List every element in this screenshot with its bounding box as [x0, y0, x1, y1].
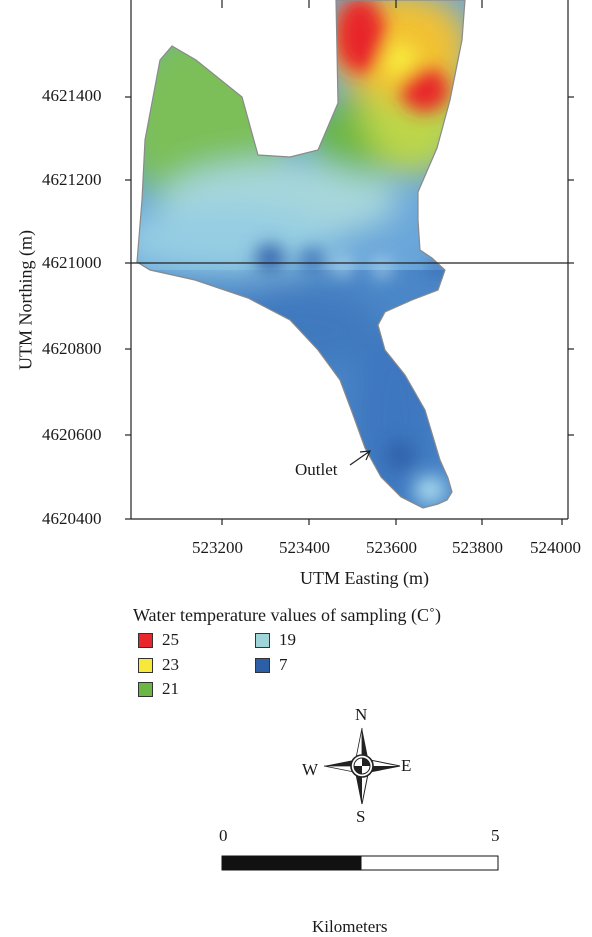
compass-rose [323, 727, 401, 805]
y-tick-label: 4620400 [42, 509, 102, 528]
lake-boundary [136, 0, 466, 509]
legend-title: Water temperature values of sampling (C˚… [133, 605, 441, 625]
scale-end-label: 5 [491, 826, 500, 845]
x-tick-label: 523800 [452, 538, 503, 557]
x-tick-label: 524000 [530, 538, 581, 557]
legend-swatch [255, 658, 270, 673]
legend-value: 23 [162, 655, 179, 674]
y-tick-label: 4621400 [42, 86, 102, 105]
y-tick-label: 4621000 [42, 253, 102, 272]
legend-swatch [138, 633, 153, 648]
y-axis-title: UTM Northing (m) [15, 230, 36, 370]
legend-value: 7 [279, 655, 288, 674]
legend-swatch [138, 682, 153, 697]
compass-north-label: N [355, 705, 368, 724]
scale-unit-label: Kilometers [312, 917, 388, 936]
x-tick-label: 523400 [279, 538, 330, 557]
compass-west-label: W [302, 760, 319, 779]
scale-start-label: 0 [219, 826, 228, 845]
legend-swatch [138, 658, 153, 673]
x-axis-title: UTM Easting (m) [300, 568, 429, 588]
legend-value: 19 [279, 630, 296, 649]
outlet-arrow [349, 450, 371, 466]
scale-bar [221, 855, 499, 871]
y-tick-label: 4621200 [42, 170, 102, 189]
compass-south-label: S [356, 807, 366, 826]
temperature-surface [137, 0, 465, 508]
legend-value: 21 [162, 679, 179, 698]
y-tick-label: 4620600 [42, 425, 102, 444]
legend-swatch [255, 633, 270, 648]
axis-frame [125, 0, 574, 525]
y-tick-label: 4620800 [42, 339, 102, 358]
x-tick-label: 523200 [192, 538, 243, 557]
compass-east-label: E [401, 756, 412, 775]
outlet-label: Outlet [295, 460, 338, 479]
legend-value: 25 [162, 630, 179, 649]
x-tick-label: 523600 [366, 538, 417, 557]
